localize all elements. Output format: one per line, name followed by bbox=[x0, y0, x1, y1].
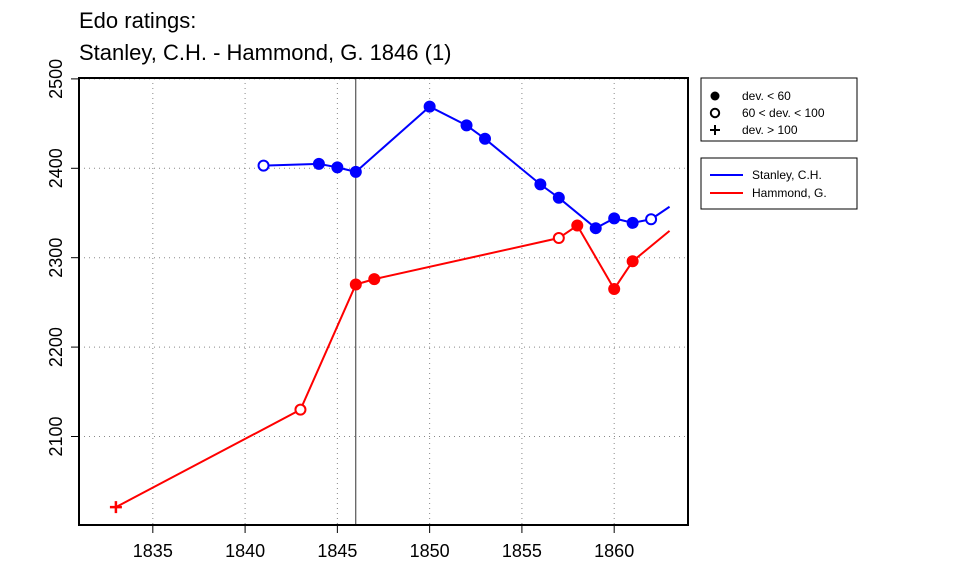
axes: 1835 1840 1845 1850 1855 1860 2100 2200 2300 2400… bbox=[46, 59, 634, 561]
y-tick-label: 2500 bbox=[46, 59, 66, 99]
legend-filled-circle-icon bbox=[710, 91, 720, 101]
y-tick-label: 2100 bbox=[46, 416, 66, 456]
data-point bbox=[109, 501, 122, 514]
legend-marker-label: dev. > 100 bbox=[742, 123, 798, 137]
legend-plus-icon bbox=[710, 125, 720, 135]
data-point bbox=[589, 222, 602, 235]
legend-series: Stanley, C.H. Hammond, G. bbox=[700, 157, 858, 210]
data-point bbox=[479, 132, 491, 145]
x-tick-label: 1840 bbox=[225, 541, 265, 561]
data-point bbox=[331, 161, 344, 174]
x-tick-label: 1855 bbox=[502, 541, 542, 561]
legend-marker-label: 60 < dev. < 100 bbox=[742, 106, 825, 120]
legend-marker-label: dev. < 60 bbox=[742, 89, 791, 103]
y-tick-label: 2400 bbox=[46, 148, 66, 188]
x-tick-label: 1860 bbox=[594, 541, 634, 561]
series-stanley-c-h bbox=[257, 100, 671, 235]
data-point bbox=[552, 191, 565, 204]
data-point bbox=[312, 157, 325, 170]
x-tick-label: 1835 bbox=[133, 541, 173, 561]
data-point bbox=[571, 219, 584, 232]
data-point bbox=[368, 273, 381, 286]
plot-frame bbox=[78, 77, 689, 526]
legend-open-circle-icon bbox=[709, 107, 721, 119]
series-hammond-g bbox=[109, 219, 671, 514]
data-point bbox=[257, 159, 270, 172]
legend-series-label: Stanley, C.H. bbox=[752, 168, 822, 182]
data-point bbox=[349, 278, 362, 291]
y-tick-label: 2200 bbox=[46, 327, 66, 367]
data-point bbox=[460, 119, 473, 132]
data-point bbox=[626, 255, 639, 268]
x-tick-label: 1845 bbox=[317, 541, 357, 561]
chart-title-line-2: Stanley, C.H. - Hammond, G. 1846 (1) bbox=[79, 40, 452, 65]
series-layer bbox=[109, 100, 671, 514]
legend-series-box bbox=[700, 157, 858, 210]
legend-markers-box bbox=[700, 77, 858, 142]
data-point bbox=[608, 282, 621, 295]
legend-series-label: Hammond, G. bbox=[752, 186, 827, 200]
data-point bbox=[534, 178, 547, 191]
x-tick-label: 1850 bbox=[410, 541, 450, 561]
data-point bbox=[645, 213, 658, 226]
legend-markers: dev. < 60 60 < dev. < 100 dev. > 100 bbox=[700, 77, 858, 142]
y-tick-label: 2300 bbox=[46, 238, 66, 278]
grid-lines bbox=[79, 78, 688, 525]
data-point bbox=[349, 165, 362, 178]
data-point bbox=[626, 216, 639, 229]
data-point bbox=[552, 232, 565, 245]
series-line bbox=[115, 224, 671, 509]
data-point bbox=[608, 212, 621, 225]
data-point bbox=[423, 100, 436, 113]
chart-title-line-1: Edo ratings: bbox=[79, 8, 197, 33]
data-point bbox=[294, 403, 307, 416]
